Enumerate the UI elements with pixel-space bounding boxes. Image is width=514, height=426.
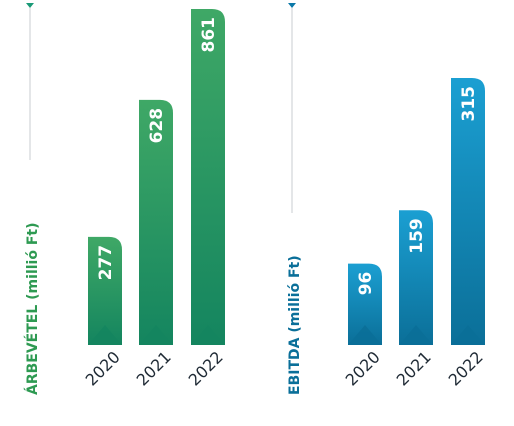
revenue-value-label-2020: 277 (96, 245, 116, 281)
ebitda-category-label-2020: 2020 (342, 347, 384, 389)
revenue-bar-base-triangle-2022 (191, 325, 225, 345)
ebitda-bar-base-triangle-2021 (399, 325, 433, 345)
revenue-axis-title: ÁRBEVÉTEL (millió Ft) (24, 223, 41, 395)
ebitda-bar-base-triangle-2020 (348, 325, 382, 345)
ebitda-chart: EBITDA (millió Ft) 96 2020 159 2021 315 2022 (287, 3, 487, 395)
ebitda-bars: 96 2020 159 2021 315 2022 (342, 78, 487, 390)
revenue-category-label-2022: 2022 (185, 347, 227, 389)
revenue-value-label-2022: 861 (199, 17, 219, 53)
revenue-bar-2020 (88, 236, 122, 345)
ebitda-category-label-2021: 2021 (393, 347, 435, 389)
ebitda-axis-title: EBITDA (millió Ft) (287, 255, 303, 395)
revenue-bar-base-triangle-2021 (139, 325, 173, 345)
ebitda-bar-base-triangle-2022 (451, 325, 485, 345)
revenue-value-label-2021: 628 (147, 108, 167, 143)
ebitda-bar-2021 (399, 210, 433, 345)
ebitda-value-label-2020: 96 (356, 272, 376, 296)
revenue-bars: 277 2020 628 2021 861 2022 (82, 9, 227, 390)
revenue-bar-2022 (191, 9, 225, 345)
revenue-chart: ÁRBEVÉTEL (millió Ft) 277202062820218612… (24, 3, 227, 395)
revenue-bar-base-triangle-2020 (88, 325, 122, 345)
revenue-category-label-2021: 2021 (133, 347, 175, 389)
ebitda-bar-2020 (348, 263, 382, 345)
revenue-bar-2021 (139, 99, 173, 346)
ebitda-value-label-2021: 159 (407, 218, 427, 254)
ebitda-value-label-2022: 315 (459, 86, 479, 122)
ebitda-bar-2022 (451, 78, 485, 345)
ebitda-category-label-2022: 2022 (445, 347, 487, 389)
revenue-category-label-2020: 2020 (82, 347, 124, 389)
ebitda-axis-marker-icon (288, 3, 296, 8)
revenue-axis-marker-icon (26, 3, 34, 8)
